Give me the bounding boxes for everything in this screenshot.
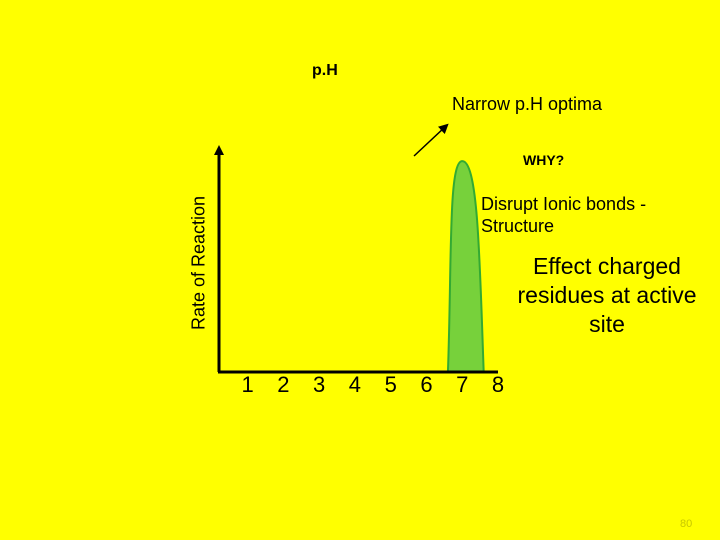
narrow-optima-annotation: Narrow p.H optima (452, 94, 603, 114)
chart-title: p.H (312, 62, 338, 79)
annotation-arrow (413, 123, 449, 157)
why-question: WHY? (523, 152, 565, 168)
rate-curve-area (446, 160, 485, 373)
reason-charged-residues: Effect charged residues at active site (517, 253, 697, 337)
x-tick-5: 5 (385, 372, 397, 397)
x-tick-3: 3 (313, 372, 325, 397)
page-number: 80 (680, 518, 693, 530)
x-tick-8: 8 (492, 372, 504, 397)
x-tick-2: 2 (277, 372, 289, 397)
x-tick-4: 4 (349, 372, 361, 397)
x-tick-6: 6 (420, 372, 432, 397)
x-tick-7: 7 (456, 372, 468, 397)
x-tick-1: 1 (241, 372, 253, 397)
reason-ionic-bonds: Disrupt Ionic bonds - Structure (481, 194, 647, 236)
